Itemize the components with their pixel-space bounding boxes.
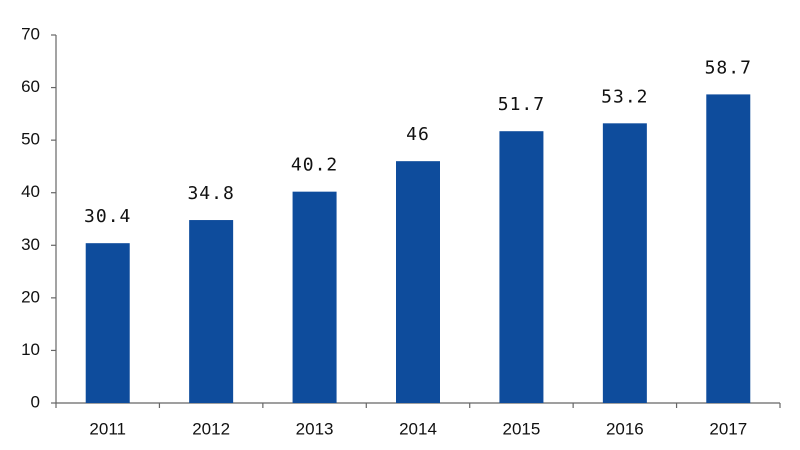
x-tick-label: 2012 — [192, 419, 230, 438]
value-label: 40.2 — [291, 155, 338, 176]
x-tick-label: 2015 — [503, 419, 541, 438]
y-tick-label: 0 — [31, 392, 40, 411]
y-tick-label: 60 — [21, 77, 40, 96]
x-tick-label: 2013 — [296, 419, 334, 438]
bar — [396, 161, 440, 403]
y-tick-label: 10 — [21, 340, 40, 359]
y-tick-label: 50 — [21, 130, 40, 149]
y-tick-label: 40 — [21, 182, 40, 201]
bar — [706, 94, 751, 404]
x-tick-label: 2014 — [399, 419, 437, 438]
bar — [85, 243, 130, 403]
x-tick-label: 2017 — [709, 419, 747, 438]
y-tick-label: 30 — [21, 235, 40, 254]
x-tick-label: 2011 — [89, 419, 126, 438]
bar — [292, 191, 337, 403]
value-label: 58.7 — [705, 57, 752, 78]
bar — [189, 220, 234, 403]
value-label: 30.4 — [84, 206, 131, 227]
bar — [499, 131, 544, 403]
bar — [602, 123, 647, 403]
y-tick-label: 20 — [21, 287, 40, 306]
y-tick-label: 70 — [21, 24, 40, 43]
value-label: 51.7 — [498, 94, 545, 115]
value-label: 34.8 — [187, 183, 234, 204]
x-tick-label: 2016 — [606, 419, 644, 438]
value-label: 46 — [406, 124, 430, 145]
value-label: 53.2 — [601, 86, 648, 107]
